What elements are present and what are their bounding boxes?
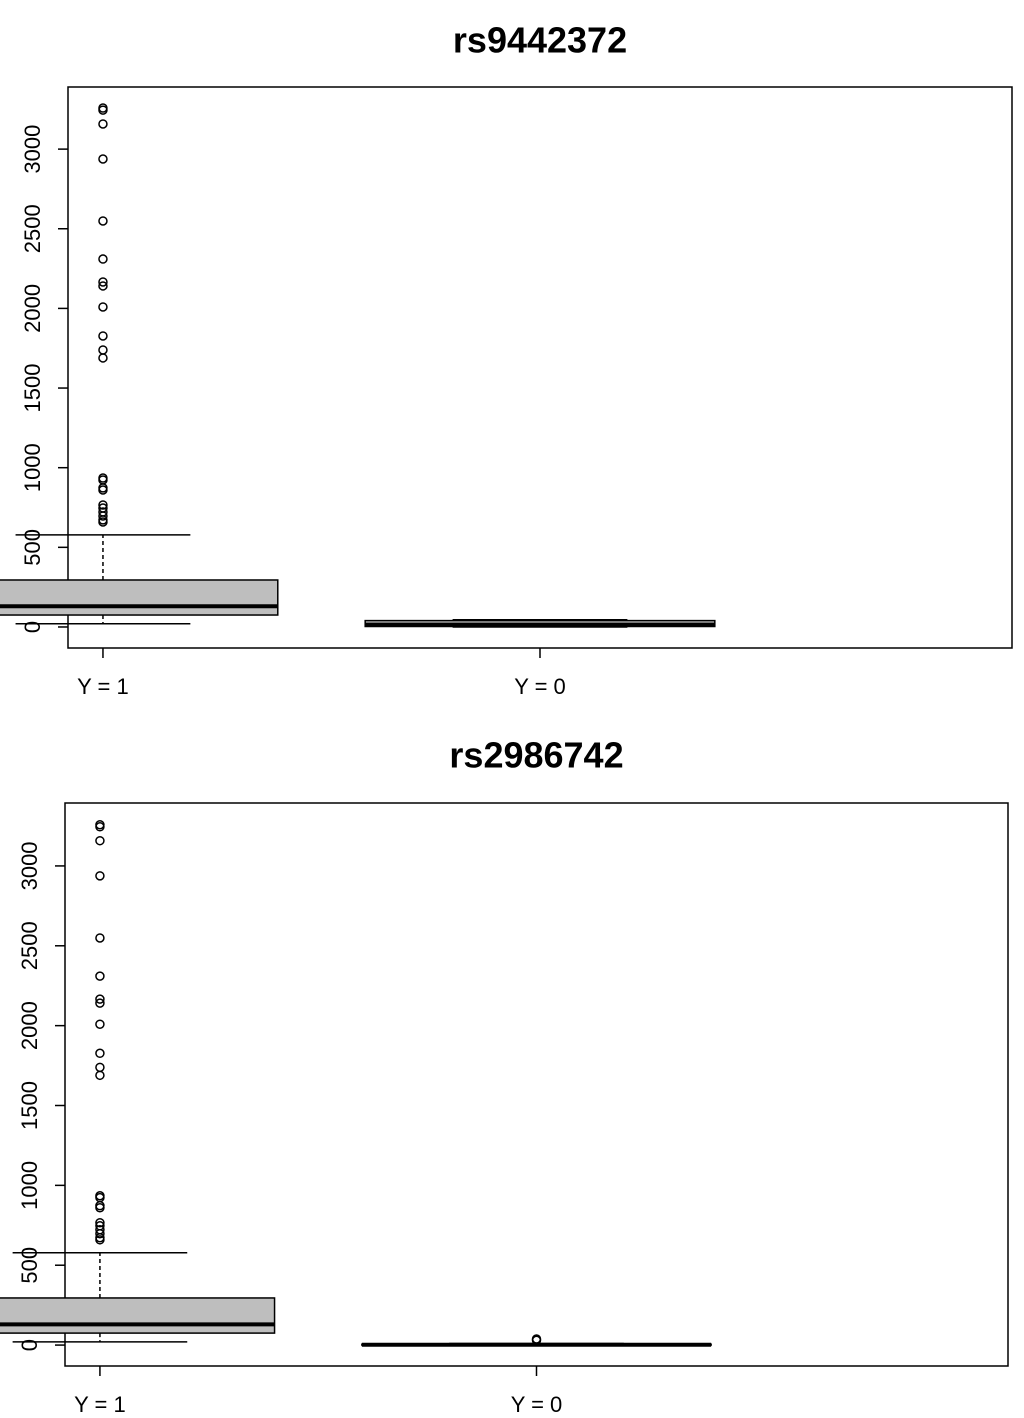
y-tick-label: 1000 (17, 1161, 42, 1210)
y-tick-label: 2000 (17, 1001, 42, 1050)
outlier (98, 302, 108, 312)
outlier (95, 994, 105, 1004)
chart-title: rs9442372 (453, 20, 627, 61)
outlier (95, 933, 105, 943)
y-tick-label: 0 (20, 621, 45, 633)
outlier (98, 500, 108, 510)
outlier (98, 345, 108, 355)
outlier (98, 281, 108, 291)
outlier (95, 1070, 105, 1081)
outlier (95, 1217, 105, 1228)
plot-frame (64, 802, 1009, 1367)
y-tick-label: 2500 (17, 921, 42, 970)
outlier (95, 822, 105, 832)
outlier (531, 1334, 542, 1344)
outlier (98, 485, 108, 495)
outlier (98, 105, 108, 115)
outlier (95, 1202, 105, 1213)
x-tick-label: Y = 1 (77, 674, 129, 699)
outlier (98, 331, 108, 341)
outlier (95, 1048, 105, 1059)
outlier (98, 517, 108, 527)
outlier (98, 216, 108, 226)
outlier (95, 1229, 105, 1239)
plot-frame (67, 86, 1013, 649)
outlier (95, 835, 105, 846)
outlier (95, 871, 105, 881)
outlier (95, 1019, 105, 1029)
outlier (95, 971, 105, 981)
chart-title: rs2986742 (449, 735, 623, 776)
outlier (98, 254, 108, 264)
y-tick-label: 1000 (20, 443, 45, 492)
x-tick-label: Y = 0 (511, 1392, 563, 1417)
outlier (98, 511, 108, 521)
outlier (95, 1235, 105, 1245)
outlier (95, 1062, 105, 1073)
y-tick-label: 2000 (20, 284, 45, 333)
y-tick-label: 1500 (20, 364, 45, 413)
y-tick-label: 3000 (20, 125, 45, 174)
box (0, 579, 279, 616)
y-tick-label: 1500 (17, 1081, 42, 1130)
box (0, 1297, 276, 1334)
outlier (98, 277, 108, 287)
x-tick-label: Y = 0 (514, 674, 566, 699)
y-tick-label: 3000 (17, 841, 42, 890)
outlier (95, 998, 105, 1008)
outlier (98, 353, 108, 363)
outlier (98, 154, 108, 164)
y-tick-label: 2500 (20, 204, 45, 253)
x-tick-label: Y = 1 (74, 1392, 126, 1417)
outlier (98, 119, 108, 129)
y-tick-label: 0 (17, 1339, 42, 1351)
